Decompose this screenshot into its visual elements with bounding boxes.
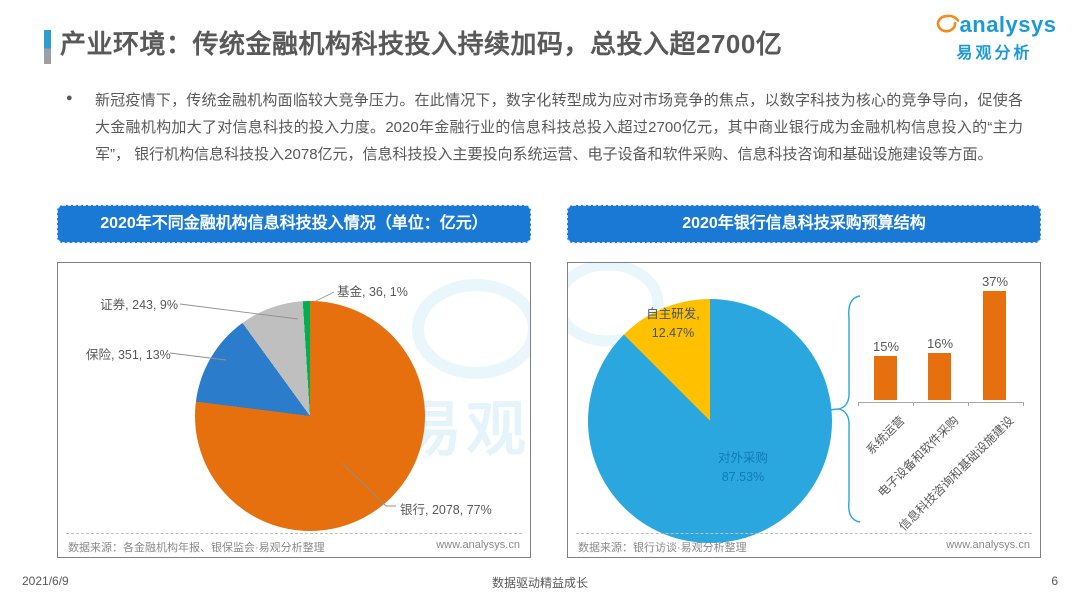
- bar-value-label: 37%: [981, 274, 1009, 289]
- bar-category-label: 系统运营: [863, 413, 908, 458]
- bar-category-label: 信息科技咨询和基础设施建设: [896, 413, 1017, 534]
- logo-brand-cn: 易观分析: [956, 45, 1033, 62]
- logo-swoosh-icon: [933, 13, 959, 37]
- right-website-link[interactable]: www.analysys.cn: [946, 539, 1030, 551]
- logo-brand-text: analysys: [959, 12, 1057, 37]
- bar-value-label: 16%: [926, 336, 954, 351]
- bar-value-label: 15%: [872, 339, 900, 354]
- pie-label-fund: 基金, 36, 1%: [337, 285, 408, 299]
- right-chart-title: 2020年银行信息科技采购预算结构: [567, 205, 1041, 243]
- pie-label-line: 87.53%: [721, 469, 765, 484]
- analysys-logo: analysys 易观分析: [936, 12, 1056, 63]
- title-accent-bar: [44, 30, 51, 64]
- summary-paragraph: 新冠疫情下，传统金融机构面临较大竞争压力。在此情况下，数字化转型成为应对市场竞争…: [95, 92, 1023, 163]
- bar-equipment-software: [928, 353, 951, 400]
- axis-tick: [968, 402, 969, 406]
- bar-system-operation: [874, 356, 897, 400]
- pie-label-line: 自主研发,: [646, 307, 700, 321]
- pie-label-securities: 证券, 243, 9%: [100, 298, 178, 312]
- right-chart-panel: 自主研发, 12.47% 对外采购 87.53% 15% 16% 37% 系统运…: [567, 262, 1041, 558]
- axis-tick: [913, 402, 914, 406]
- pie-label-line: 12.47%: [651, 325, 695, 340]
- bar-consulting-infrastructure: [983, 291, 1006, 400]
- footer-slogan: 数据驱动精益成长: [491, 576, 588, 590]
- source-divider: [66, 533, 522, 534]
- bar-x-axis: [858, 402, 1024, 403]
- left-data-source: 数据来源：各金融机构年报、银保监会·易观分析整理: [68, 542, 325, 554]
- pie-label-insurance: 保险, 351, 13%: [86, 348, 171, 362]
- axis-tick: [1023, 402, 1024, 406]
- pie-label-self-developed: 自主研发, 12.47%: [627, 305, 719, 343]
- pie-label-external-procurement: 对外采购 87.53%: [700, 449, 786, 487]
- left-chart-title: 2020年不同金融机构信息科技投入情况（单位：亿元）: [57, 205, 531, 243]
- page-title: 产业环境：传统金融机构科技投入持续加码，总投入超2700亿: [60, 29, 783, 59]
- bullet-icon: ●: [66, 92, 73, 104]
- pie-chart-institution-investment: [195, 301, 425, 531]
- pie-chart-procurement-structure: [588, 299, 832, 543]
- footer-date: 2021/6/9: [22, 574, 69, 588]
- pie-label-bank: 银行, 2078, 77%: [400, 503, 492, 517]
- footer-page-number: 6: [1051, 574, 1058, 588]
- left-website-link[interactable]: www.analysys.cn: [436, 539, 520, 551]
- left-chart-panel: 易观 证券, 243, 9% 保险, 351, 13% 基金, 36, 1% 银…: [57, 262, 531, 558]
- pie-label-line: 对外采购: [717, 451, 768, 465]
- right-data-source: 数据来源：银行访谈·易观分析整理: [578, 542, 747, 554]
- source-divider: [576, 533, 1032, 534]
- axis-tick: [858, 402, 859, 406]
